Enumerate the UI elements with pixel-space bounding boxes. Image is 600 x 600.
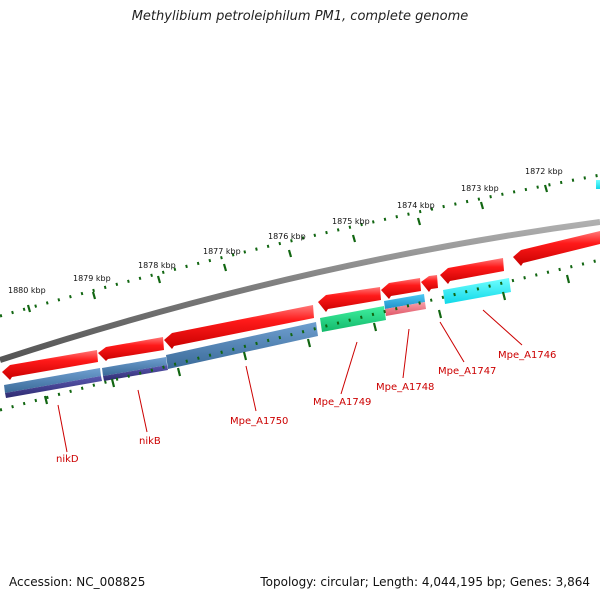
inner-major-tick <box>372 322 378 332</box>
gene-leader-line <box>245 365 257 412</box>
accession-text: Accession: NC_008825 <box>9 575 146 589</box>
feature-block-steelblue <box>166 322 318 369</box>
feature-fragment-cyan <box>596 180 600 189</box>
scale-major-tick <box>416 217 422 226</box>
gene-leader-lines <box>57 309 523 453</box>
cds-arrow <box>513 231 600 266</box>
gene-leader-line <box>340 341 358 395</box>
gene-label-nikD[interactable]: nikD <box>56 454 79 465</box>
cds-arrow <box>2 350 98 380</box>
gene-labels: nikD nikB Mpe_A1750 Mpe_A1749 Mpe_A1748 … <box>56 350 556 465</box>
inner-major-tick <box>110 378 116 388</box>
inner-major-tick <box>306 338 312 348</box>
cds-arrow <box>421 275 438 292</box>
scale-tick-label: 1873 kbp <box>461 184 499 193</box>
inner-major-tick <box>176 367 182 377</box>
inner-major-tick <box>242 351 248 361</box>
feature-block-steelblue <box>102 357 167 376</box>
gene-leader-line <box>482 309 523 346</box>
cds-arrow <box>98 337 164 361</box>
cds-arrow <box>318 287 381 312</box>
scale-tick-label: 1876 kbp <box>268 232 306 241</box>
inner-major-ticks <box>43 274 571 405</box>
scale-tick-label: 1879 kbp <box>73 274 111 283</box>
inner-major-tick <box>437 309 443 319</box>
inner-scale-ring <box>0 258 600 412</box>
gene-leader-line <box>439 321 465 363</box>
cds-track <box>2 231 600 380</box>
gene-leader-line <box>137 389 148 433</box>
scale-major-tick <box>351 234 357 243</box>
scale-tick-label: 1878 kbp <box>138 261 176 270</box>
topology-summary: Topology: circular; Length: 4,044,195 bp… <box>260 575 590 589</box>
scale-major-tick <box>479 201 485 210</box>
feature-block-steelblue <box>4 368 101 393</box>
scale-ring: 1880 kbp 1879 kbp 1878 kbp 1877 kbp 1876… <box>0 167 600 318</box>
cds-arrow <box>381 278 421 299</box>
gene-label-nikB[interactable]: nikB <box>139 436 161 447</box>
feature-block-mint <box>320 306 386 332</box>
gene-label-mpe-a1748[interactable]: Mpe_A1748 <box>376 382 434 393</box>
gene-leader-line <box>402 328 410 379</box>
gene-leader-line <box>57 404 68 453</box>
feature-track <box>4 278 511 398</box>
gene-label-mpe-a1747[interactable]: Mpe_A1747 <box>438 366 496 377</box>
scale-major-tick <box>156 275 162 284</box>
gene-label-mpe-a1746[interactable]: Mpe_A1746 <box>498 350 556 361</box>
scale-tick-label: 1874 kbp <box>397 201 435 210</box>
scale-tick-label: 1877 kbp <box>203 247 241 256</box>
cds-arrow <box>440 258 504 284</box>
scale-tick-label: 1872 kbp <box>525 167 563 176</box>
scale-tick-label: 1875 kbp <box>332 217 370 226</box>
scale-major-ticks <box>26 184 549 313</box>
scale-minor-ticks <box>0 173 600 318</box>
map-title: Methylibium petroleiphilum PM1, complete… <box>131 9 469 24</box>
feature-block-pink <box>385 302 426 316</box>
scale-tick-label: 1880 kbp <box>8 286 46 295</box>
scale-tick-labels: 1880 kbp 1879 kbp 1878 kbp 1877 kbp 1876… <box>8 167 563 295</box>
feature-block-cyan <box>443 278 511 304</box>
genome-backbone <box>0 219 600 363</box>
scale-major-tick <box>287 249 293 258</box>
inner-major-tick <box>501 291 507 301</box>
scale-major-tick <box>91 291 97 300</box>
scale-major-tick <box>26 304 32 313</box>
gene-label-mpe-a1750[interactable]: Mpe_A1750 <box>230 416 288 427</box>
scale-major-tick <box>222 263 228 272</box>
scale-major-tick <box>543 184 549 193</box>
cds-arrow <box>164 305 314 349</box>
feature-block-navy <box>5 376 102 398</box>
inner-major-tick <box>565 274 571 284</box>
gene-label-mpe-a1749[interactable]: Mpe_A1749 <box>313 397 371 408</box>
inner-major-tick <box>43 395 49 405</box>
feature-block-sky <box>384 294 425 309</box>
